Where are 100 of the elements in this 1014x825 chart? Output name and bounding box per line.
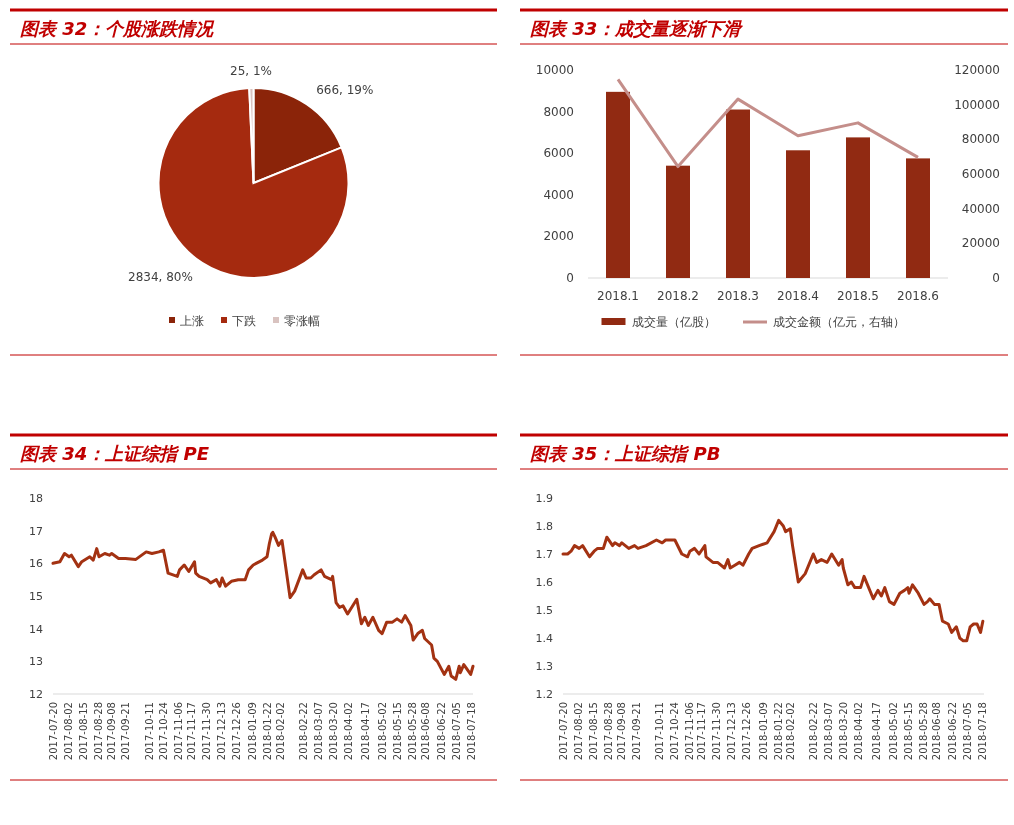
data-label: 666, 19% bbox=[316, 83, 374, 98]
bar bbox=[786, 150, 810, 278]
chart-title: 图表 35：上证综指 PB bbox=[530, 443, 721, 464]
x-tick-label: 2018-05-28 bbox=[407, 702, 419, 761]
bar bbox=[726, 109, 750, 278]
bar bbox=[666, 165, 690, 278]
x-tick-label: 2018-07-05 bbox=[450, 702, 462, 761]
x-tick-label: 2018-05-15 bbox=[392, 702, 404, 761]
x-tick-label: 2017-12-26 bbox=[230, 702, 242, 761]
x-tick-label: 2018-07-18 bbox=[465, 702, 477, 761]
x-tick-label: 2018-05-15 bbox=[902, 702, 914, 761]
chart-title: 图表 34：上证综指 PE bbox=[20, 443, 210, 464]
x-tick-label: 2017-12-13 bbox=[726, 702, 738, 761]
data-label: 2834, 80% bbox=[128, 270, 193, 285]
x-tick-label: 2017-11-30 bbox=[201, 702, 213, 761]
y-tick-label: 1.4 bbox=[535, 632, 553, 645]
x-tick-label: 2018-03-20 bbox=[838, 702, 850, 761]
x-tick-label: 2017-11-06 bbox=[683, 702, 695, 761]
y-tick-label: 1.6 bbox=[535, 576, 553, 589]
y2-tick-label: 120000 bbox=[954, 63, 1000, 77]
x-tick-label: 2018-07-05 bbox=[961, 702, 973, 761]
legend-label: 上涨 bbox=[180, 314, 204, 328]
x-tick-label: 2017-10-24 bbox=[158, 702, 170, 761]
data-label: 25, 1% bbox=[230, 63, 272, 78]
y-tick-label: 1.2 bbox=[535, 688, 553, 701]
x-tick-label: 2018-01-22 bbox=[772, 702, 784, 761]
x-tick-label: 2017-12-26 bbox=[741, 702, 753, 761]
x-tick-label: 2017-10-11 bbox=[653, 702, 665, 761]
line-series bbox=[561, 518, 985, 643]
bar bbox=[846, 137, 870, 278]
y-tick-label: 1.7 bbox=[535, 548, 553, 561]
y-tick-label: 10000 bbox=[535, 63, 574, 77]
y-tick-label: 8000 bbox=[543, 104, 574, 119]
y-tick-label: 0 bbox=[566, 271, 574, 285]
x-tick-label: 2017-09-21 bbox=[630, 702, 642, 761]
legend-label: 成交金额（亿元，右轴） bbox=[773, 315, 905, 329]
x-tick-label: 2017-08-15 bbox=[587, 702, 599, 761]
x-tick-label: 2018-02-22 bbox=[808, 702, 820, 761]
x-tick-label: 2017-08-02 bbox=[62, 702, 74, 761]
x-tick-label: 2018-01-09 bbox=[247, 702, 259, 761]
x-tick-label: 2018-06-08 bbox=[930, 702, 942, 761]
x-tick-label: 2018-05-28 bbox=[917, 702, 929, 761]
x-tick-label: 2017-12-13 bbox=[216, 702, 227, 761]
x-tick-label: 2018-04-02 bbox=[853, 702, 865, 761]
x-tick-label: 2018-06-08 bbox=[419, 702, 431, 761]
y-tick-label: 17 bbox=[29, 524, 43, 538]
x-tick-label: 2018-02-22 bbox=[297, 702, 309, 761]
x-tick-label: 2018-02-02 bbox=[785, 702, 797, 761]
x-tick-label: 2018.2 bbox=[657, 289, 699, 303]
y-tick-label: 16 bbox=[29, 557, 43, 571]
x-tick-label: 2018-04-02 bbox=[342, 702, 354, 761]
x-tick-label: 2018-04-17 bbox=[359, 702, 371, 761]
y-tick-label: 18 bbox=[29, 492, 43, 505]
x-tick-label: 2018-01-09 bbox=[757, 702, 769, 761]
chart-title: 图表 33：成交量逐渐下滑 bbox=[530, 18, 744, 39]
bar bbox=[906, 158, 930, 278]
x-tick-label: 2018-06-22 bbox=[435, 702, 447, 761]
y-tick-label: 12 bbox=[29, 688, 43, 701]
y2-tick-label: 60000 bbox=[961, 167, 1000, 181]
x-tick-label: 2017-09-21 bbox=[120, 702, 132, 761]
y-tick-label: 2000 bbox=[543, 229, 574, 244]
x-tick-label: 2018-03-20 bbox=[327, 702, 339, 761]
x-tick-label: 2018.3 bbox=[717, 289, 759, 303]
x-tick-label: 2017-10-11 bbox=[143, 702, 155, 761]
x-tick-label: 2017-10-24 bbox=[668, 702, 680, 761]
x-tick-label: 2017-08-28 bbox=[92, 702, 104, 761]
x-tick-label: 2017-11-30 bbox=[711, 702, 723, 761]
x-tick-label: 2018-07-18 bbox=[976, 702, 988, 761]
x-tick-label: 2017-08-02 bbox=[572, 702, 584, 761]
legend-label: 成交量（亿股） bbox=[631, 315, 716, 329]
x-tick-label: 2018.6 bbox=[897, 289, 939, 303]
line-series bbox=[616, 77, 920, 169]
line-series bbox=[51, 530, 475, 681]
y-tick-label: 4000 bbox=[543, 187, 574, 202]
x-tick-label: 2017-09-08 bbox=[615, 702, 627, 761]
x-tick-label: 2018-05-02 bbox=[887, 702, 899, 761]
x-tick-label: 2017-11-06 bbox=[173, 702, 185, 761]
chart-title: 图表 32：个股涨跌情况 bbox=[20, 18, 216, 39]
x-tick-label: 2017-11-17 bbox=[186, 702, 198, 761]
y-tick-label: 14 bbox=[29, 622, 43, 636]
y-tick-label: 13 bbox=[29, 655, 43, 669]
x-tick-label: 2018-02-02 bbox=[274, 702, 286, 761]
x-tick-label: 2018-01-22 bbox=[262, 702, 274, 761]
x-tick-label: 2017-11-17 bbox=[696, 702, 708, 761]
y-tick-label: 6000 bbox=[543, 146, 574, 161]
y-tick-label: 1.5 bbox=[535, 604, 553, 617]
y-tick-label: 1.8 bbox=[535, 520, 553, 533]
x-tick-label: 2018.5 bbox=[837, 289, 879, 303]
x-tick-label: 2018-04-17 bbox=[870, 702, 882, 761]
y2-tick-label: 40000 bbox=[961, 201, 1000, 216]
x-tick-label: 2017-09-08 bbox=[105, 702, 117, 761]
legend-label: 下跌 bbox=[232, 314, 256, 328]
x-tick-label: 2018-03-07 bbox=[312, 702, 324, 761]
legend-label: 零涨幅 bbox=[284, 314, 320, 328]
y2-tick-label: 20000 bbox=[961, 236, 1000, 251]
y2-tick-label: 100000 bbox=[954, 97, 1000, 112]
x-tick-label: 2017-08-15 bbox=[77, 702, 89, 761]
y-tick-label: 1.3 bbox=[535, 660, 553, 673]
bar bbox=[606, 91, 630, 278]
y-tick-label: 1.9 bbox=[535, 492, 553, 505]
